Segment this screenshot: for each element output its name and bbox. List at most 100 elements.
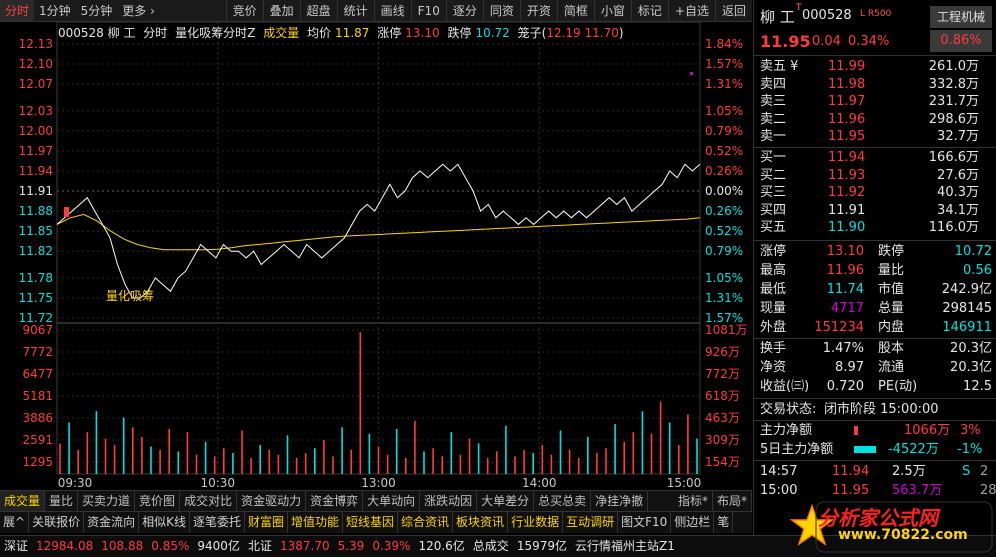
toolbar-button[interactable]: 简框 xyxy=(556,0,594,21)
sz-pct: 0.85% xyxy=(151,539,190,553)
function-tab[interactable]: 图文F10 xyxy=(618,512,672,533)
function-tab[interactable]: 笔 xyxy=(714,512,734,533)
stat-value: 20.3亿 xyxy=(950,341,992,356)
toolbar-button[interactable]: F10 xyxy=(410,0,446,21)
indicator-tab[interactable]: 量比 xyxy=(45,491,79,511)
function-tab[interactable]: 财富圈 xyxy=(245,512,288,533)
toolbar-button[interactable]: 画线 xyxy=(373,0,411,21)
toolbar-button[interactable]: 统计 xyxy=(336,0,374,21)
level-price: 11.99 xyxy=(828,59,866,74)
limit-up-value: 13.10 xyxy=(405,26,440,40)
bid-row[interactable]: 买五 11.90 116.0万 xyxy=(754,219,996,237)
level-label: 买一 xyxy=(760,150,787,165)
level-price: 11.95 xyxy=(828,129,866,145)
stat-label: PE(动) xyxy=(878,379,918,394)
time-tick-label: 15:00 xyxy=(667,476,702,490)
function-tab[interactable]: 相似K线 xyxy=(139,512,190,533)
function-tab[interactable]: 展^ xyxy=(0,512,30,533)
pct-tick-label: 0.79% xyxy=(705,124,743,138)
tick-volume: 563.7万 xyxy=(892,483,943,498)
pct-tick-label: 1.05% xyxy=(705,271,743,285)
indicator-tab[interactable]: 竞价图 xyxy=(135,491,181,511)
indicator-tab[interactable]: 资金博弈 xyxy=(306,491,364,511)
tab-1min[interactable]: 1分钟 xyxy=(39,4,71,18)
pct-tick-label: 0.26% xyxy=(705,164,743,178)
stat-value: 10.72 xyxy=(954,244,992,259)
bid-row[interactable]: 买四 11.91 34.1万 xyxy=(754,202,996,220)
trade-status-value: 闭市阶段 15:00:00 xyxy=(824,402,939,417)
tick-time: 14:57 xyxy=(760,464,798,479)
function-tabs: 展^ 关联报价 资金流向 相似K线 逐笔委托 财富圈 增值功能 短线基因 综合资讯 板块资讯 行业数… xyxy=(0,511,752,533)
indicator-tab[interactable]: 成交量 xyxy=(0,491,46,511)
tab-5min[interactable]: 5分钟 xyxy=(80,4,113,18)
indicator-tab[interactable]: 布局* xyxy=(713,491,752,511)
function-tab[interactable]: 关联报价 xyxy=(29,512,85,533)
function-tab[interactable]: 资金流向 xyxy=(84,512,140,533)
price-tick-label: 11.85 xyxy=(19,224,53,238)
ask-row[interactable]: 卖三 11.97 231.7万 xyxy=(754,93,996,111)
intraday-chart[interactable]: 12.13 1.84% 12.10 1.57% 12.07 1.31% 12.03 1.05%… xyxy=(0,22,752,490)
site-name[interactable]: 云行情福州主站Z1 xyxy=(575,539,675,553)
toolbar-button[interactable]: 超盘 xyxy=(299,0,337,21)
toolbar-button[interactable]: 叠加 xyxy=(262,0,300,21)
stat-label: 净资 xyxy=(760,360,787,375)
industry-button[interactable]: 工程机械 xyxy=(930,6,992,28)
quote-panel: 柳 工 T 000528 L R500 工程机械 11.95 0.04 0.34… xyxy=(753,0,996,557)
function-tab[interactable]: 侧边栏 xyxy=(671,512,715,533)
level-label: 卖四 xyxy=(760,76,787,92)
volume-tick-label: 6477 xyxy=(22,367,53,381)
ask-row[interactable]: 卖二 11.96 298.6万 xyxy=(754,111,996,129)
signal-dot xyxy=(690,72,693,75)
indicator-tab[interactable]: 大单动向 xyxy=(363,491,421,511)
function-tab[interactable]: 互动调研 xyxy=(563,512,619,533)
indicator-tab[interactable]: 涨跌动因 xyxy=(420,491,478,511)
toolbar-button[interactable]: 竞价 xyxy=(225,0,263,21)
pct-tick-label: 1.84% xyxy=(705,37,743,51)
indicator-tab[interactable]: 大单差分 xyxy=(477,491,535,511)
bracket-label: 笼子( xyxy=(517,26,547,40)
function-tab[interactable]: 板块资讯 xyxy=(453,512,509,533)
sz-label[interactable]: 深证 xyxy=(4,539,29,553)
level-volume: 231.7万 xyxy=(928,94,979,110)
tab-intraday[interactable]: 分时 xyxy=(0,0,35,21)
function-tab[interactable]: 综合资讯 xyxy=(398,512,454,533)
bid-row[interactable]: 买三 11.92 40.3万 xyxy=(754,184,996,202)
indicator-tab[interactable]: 买卖力道 xyxy=(78,491,136,511)
bid-row[interactable]: 买二 11.93 27.6万 xyxy=(754,167,996,185)
tab-more[interactable]: 更多 › xyxy=(122,4,155,18)
function-tab[interactable]: 短线基因 xyxy=(343,512,399,533)
ask-row[interactable]: 卖一 11.95 32.7万 xyxy=(754,128,996,146)
price-tick-label: 12.07 xyxy=(19,77,53,91)
toolbar-button[interactable]: 逐分 xyxy=(445,0,483,21)
volume-right-tick-label: 926万 xyxy=(705,345,740,359)
indicator-tab[interactable]: 资金驱动力 xyxy=(237,491,307,511)
toolbar-button[interactable]: +自选 xyxy=(667,0,715,21)
stat-value: 151234 xyxy=(814,320,864,335)
level-label: 买四 xyxy=(760,202,787,218)
stat-label: 收益(㈢) xyxy=(760,379,810,394)
toolbar-button[interactable]: 标记 xyxy=(630,0,668,21)
function-tab[interactable]: 行业数据 xyxy=(508,512,564,533)
toolbar-button[interactable]: 小窗 xyxy=(593,0,631,21)
bid-row[interactable]: 买一 11.94 166.6万 xyxy=(754,149,996,167)
indicator-name[interactable]: 量化吸筹分时Z xyxy=(175,26,256,40)
ask-row[interactable]: 卖四 11.98 332.8万 xyxy=(754,76,996,94)
function-tab[interactable]: 增值功能 xyxy=(288,512,344,533)
volume-tick-label: 2591 xyxy=(22,433,53,447)
toolbar-button[interactable]: 开资 xyxy=(519,0,557,21)
price-tick-label: 12.13 xyxy=(19,37,53,51)
indicator-tab[interactable]: 总买总卖 xyxy=(534,491,592,511)
watermark-text: 分析家公式网 xyxy=(818,506,938,530)
indicator-tab[interactable]: 成交对比 xyxy=(180,491,238,511)
function-tab[interactable]: 逐笔委托 xyxy=(190,512,245,533)
indicator-tab[interactable]: 净挂净撤 xyxy=(591,491,649,511)
stat-label: 量比 xyxy=(878,263,905,278)
bz-label[interactable]: 北证 xyxy=(247,539,272,553)
indicator-tabs: 成交量 量比 买卖力道 竞价图 成交对比 资金驱动力 资金博弈 大单动向 涨跌动因 大单差分 总买总… xyxy=(0,490,752,511)
toolbar-button[interactable]: 返回 xyxy=(714,0,752,21)
toolbar-button[interactable]: 同资 xyxy=(482,0,520,21)
ask-row[interactable]: 卖五 ¥ 11.99 261.0万 xyxy=(754,58,996,76)
chart-canvas[interactable]: 12.13 1.84% 12.10 1.57% 12.07 1.31% 12.03 1.05%… xyxy=(0,22,752,490)
indicator-tab[interactable]: 指标* xyxy=(674,491,713,511)
level-label: 卖三 xyxy=(760,94,787,110)
